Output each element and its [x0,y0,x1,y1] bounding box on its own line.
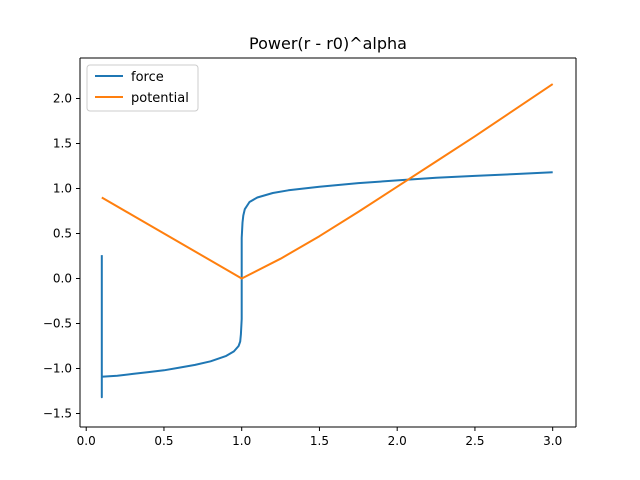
y-tick-label: 1.0 [53,182,72,196]
x-tick-label: 0.0 [77,434,96,448]
y-tick-label: 2.0 [53,92,72,106]
y-tick-label: 0.5 [53,227,72,241]
axes-frame [79,57,577,428]
y-tick-label: 0.0 [53,272,72,286]
x-axis: 0.0 0.5 1.0 1.5 2.0 2.5 3.0 [77,427,562,448]
x-tick-label: 1.5 [310,434,329,448]
legend-potential-label: potential [131,91,189,106]
x-tick-label: 2.5 [465,434,484,448]
y-tick-label: 1.5 [53,137,72,151]
legend: force potential [86,64,199,112]
y-tick-label: −0.5 [43,317,72,331]
y-tick-label: −1.5 [43,407,72,421]
series-line-potential [101,83,554,280]
series-line-force [100,171,553,399]
x-tick-label: 1.0 [232,434,251,448]
x-tick-label: 3.0 [543,434,562,448]
series-layer [100,83,554,399]
x-tick-label: 0.5 [154,434,173,448]
plot-area [80,58,576,427]
x-tick-label: 2.0 [388,434,407,448]
chart-title: Power(r - r0)^alpha [249,34,407,53]
y-tick-label: −1.0 [43,362,72,376]
legend-force-label: force [131,70,164,85]
y-axis: −1.5 −1.0 −0.5 0.0 0.5 1.0 1.5 2.0 [43,92,80,421]
